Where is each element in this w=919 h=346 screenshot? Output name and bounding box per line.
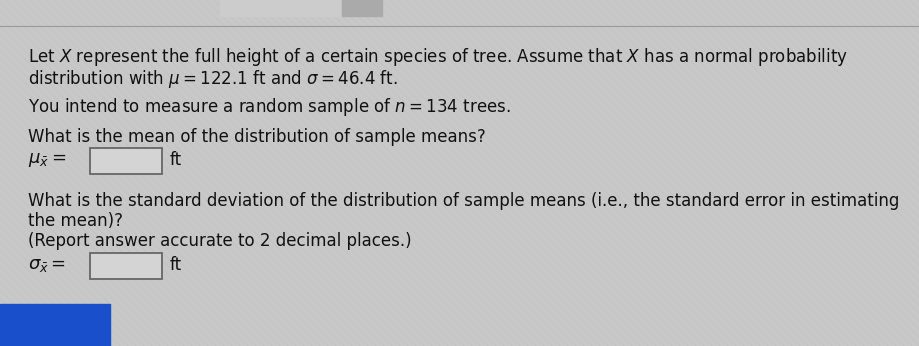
Text: the mean)?: the mean)?: [28, 212, 123, 230]
Text: $\sigma_{\bar{x}} =$: $\sigma_{\bar{x}} =$: [28, 256, 66, 274]
Text: What is the mean of the distribution of sample means?: What is the mean of the distribution of …: [28, 128, 485, 146]
Text: Let $\mathit{X}$ represent the full height of a certain species of tree. Assume : Let $\mathit{X}$ represent the full heig…: [28, 46, 847, 68]
Text: You intend to measure a random sample of $n = 134$ trees.: You intend to measure a random sample of…: [28, 96, 510, 118]
Text: ft: ft: [170, 256, 182, 274]
Text: $\mu_{\bar{x}} =$: $\mu_{\bar{x}} =$: [28, 151, 66, 169]
Text: (Report answer accurate to 2 decimal places.): (Report answer accurate to 2 decimal pla…: [28, 232, 411, 250]
Text: distribution with $\mu = 122.1$ ft and $\sigma = 46.4$ ft.: distribution with $\mu = 122.1$ ft and $…: [28, 68, 397, 90]
Text: What is the standard deviation of the distribution of sample means (i.e., the st: What is the standard deviation of the di…: [28, 192, 899, 210]
Text: ft: ft: [170, 151, 182, 169]
FancyBboxPatch shape: [90, 148, 162, 174]
Bar: [342, 0, 381, 16]
FancyBboxPatch shape: [90, 253, 162, 279]
Bar: [220, 0, 340, 16]
Bar: [0, 304, 110, 346]
